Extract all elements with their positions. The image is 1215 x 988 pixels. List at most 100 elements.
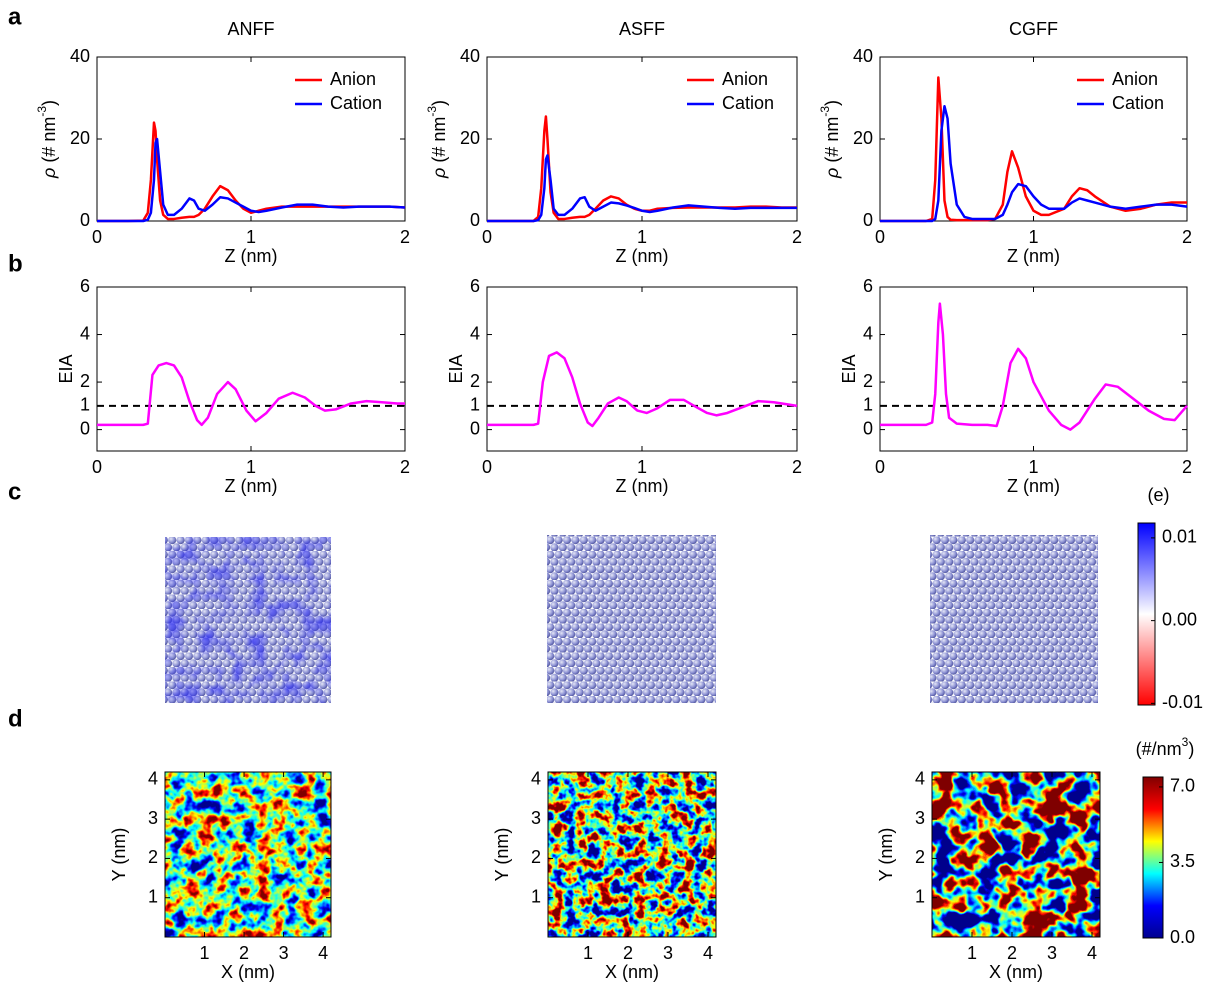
x-tick-label: 1: [1028, 457, 1038, 477]
x-tick-label: 0: [482, 227, 492, 247]
y-axis-label-text: (# nm: [429, 117, 449, 168]
colorbar-tick-label: 0.00: [1162, 609, 1197, 629]
axes-frame: [879, 56, 1188, 222]
axes-frame: [96, 286, 406, 452]
colorbar-tick-label: 3.5: [1170, 851, 1195, 871]
y-axis-label: ρ (# nm-3): [818, 100, 842, 179]
y-tick-label: 0: [470, 210, 480, 230]
surface-image: [930, 535, 1098, 703]
y-axis-label-sup: -3: [818, 106, 832, 117]
axes-frame: [96, 56, 406, 222]
y-tick-label: 0: [863, 418, 873, 438]
y-axis-label-symbol: ρ: [39, 168, 59, 179]
colorbar: [1137, 522, 1156, 706]
y-tick-label: 6: [863, 276, 873, 296]
x-tick-label: 2: [792, 457, 802, 477]
legend-label: Anion: [1112, 69, 1158, 89]
y-tick-label: 2: [148, 847, 158, 867]
y-tick-label: 40: [70, 46, 90, 66]
x-tick-label: 3: [279, 943, 289, 963]
y-tick-label: 4: [80, 323, 90, 343]
y-tick-label: 6: [470, 276, 480, 296]
y-axis-label: Y (nm): [876, 828, 896, 882]
y-tick-label: 2: [863, 371, 873, 391]
data-line: [880, 76, 1187, 223]
y-tick-label: 3: [148, 808, 158, 828]
x-tick-label: 2: [400, 457, 410, 477]
y-tick-label: 3: [531, 808, 541, 828]
x-tick-label: 2: [1182, 227, 1192, 247]
y-axis-label-symbol: ρ: [429, 168, 449, 179]
colorbar-label-text: (e): [1148, 485, 1170, 505]
y-tick-label: 40: [853, 46, 873, 66]
surface-image: [547, 535, 716, 703]
axes-frame: [164, 771, 332, 938]
legend-label: Cation: [722, 93, 774, 113]
colorbar-tick-label: 0.01: [1162, 527, 1197, 547]
x-tick-label: 1: [637, 457, 647, 477]
density-map-image: [548, 772, 716, 937]
y-tick-label: 40: [460, 46, 480, 66]
y-tick-label: 4: [148, 769, 158, 789]
colorbar-label: (#/nm3): [1136, 735, 1195, 759]
y-tick-label: 0: [80, 418, 90, 438]
y-tick-label: 1: [915, 886, 925, 906]
colorbar-label-text: (#/nm: [1136, 739, 1182, 759]
x-tick-label: 2: [1007, 943, 1017, 963]
colorbar: [1142, 776, 1164, 939]
x-axis-label: X (nm): [989, 962, 1043, 982]
colorbar-tick-label: 7.0: [1170, 776, 1195, 796]
data-line: [880, 302, 1188, 431]
x-tick-label: 1: [246, 457, 256, 477]
y-tick-label: 0: [470, 418, 480, 438]
x-tick-label: 1: [583, 943, 593, 963]
y-axis-label-close: ): [39, 100, 59, 106]
x-tick-label: 2: [792, 227, 802, 247]
y-axis-label-sup: -3: [35, 106, 49, 117]
x-tick-label: 0: [875, 227, 885, 247]
surface-images: [165, 535, 1098, 703]
data-line: [487, 154, 797, 223]
x-tick-label: 4: [703, 943, 713, 963]
y-axis-label-sup: -3: [425, 106, 439, 117]
y-axis-label-text: (# nm: [39, 117, 59, 168]
y-tick-label: 6: [80, 276, 90, 296]
y-axis-label: ρ (# nm-3): [425, 100, 449, 179]
x-tick-label: 3: [663, 943, 673, 963]
colorbar-label: (e): [1148, 485, 1170, 505]
x-axis-label: Z (nm): [225, 246, 278, 266]
density-map-image: [932, 772, 1100, 937]
y-axis-label: Y (nm): [492, 828, 512, 882]
data-line: [487, 351, 798, 428]
panel-label: a: [8, 3, 22, 30]
x-tick-label: 1: [200, 943, 210, 963]
data-line: [97, 121, 406, 223]
y-tick-label: 4: [470, 323, 480, 343]
y-tick-label: 4: [531, 769, 541, 789]
y-axis-label-symbol: ρ: [822, 168, 842, 179]
panel-label: b: [8, 250, 23, 277]
x-tick-label: 2: [623, 943, 633, 963]
y-axis-label-close: ): [822, 100, 842, 106]
x-tick-label: 0: [92, 457, 102, 477]
x-axis-label: Z (nm): [1007, 476, 1060, 496]
axes-frame: [486, 286, 798, 452]
y-tick-label: 2: [531, 847, 541, 867]
colorbar-tick-label: 0.0: [1170, 927, 1195, 947]
density-map-image: [165, 772, 331, 937]
x-axis-label: Z (nm): [616, 476, 669, 496]
panel-label: d: [8, 705, 23, 732]
x-tick-label: 2: [400, 227, 410, 247]
y-tick-label: 0: [863, 210, 873, 230]
y-axis-label-text: (# nm: [822, 117, 842, 168]
y-axis-label: EIA: [56, 354, 76, 383]
y-tick-label: 1: [470, 395, 480, 415]
axes-frame: [879, 286, 1188, 452]
colorbar-tick-label: -0.01: [1162, 692, 1203, 712]
legend-label: Anion: [330, 69, 376, 89]
x-axis-label: X (nm): [221, 962, 275, 982]
y-tick-label: 20: [460, 128, 480, 148]
y-tick-label: 2: [80, 371, 90, 391]
chart-title: ANFF: [228, 19, 275, 39]
